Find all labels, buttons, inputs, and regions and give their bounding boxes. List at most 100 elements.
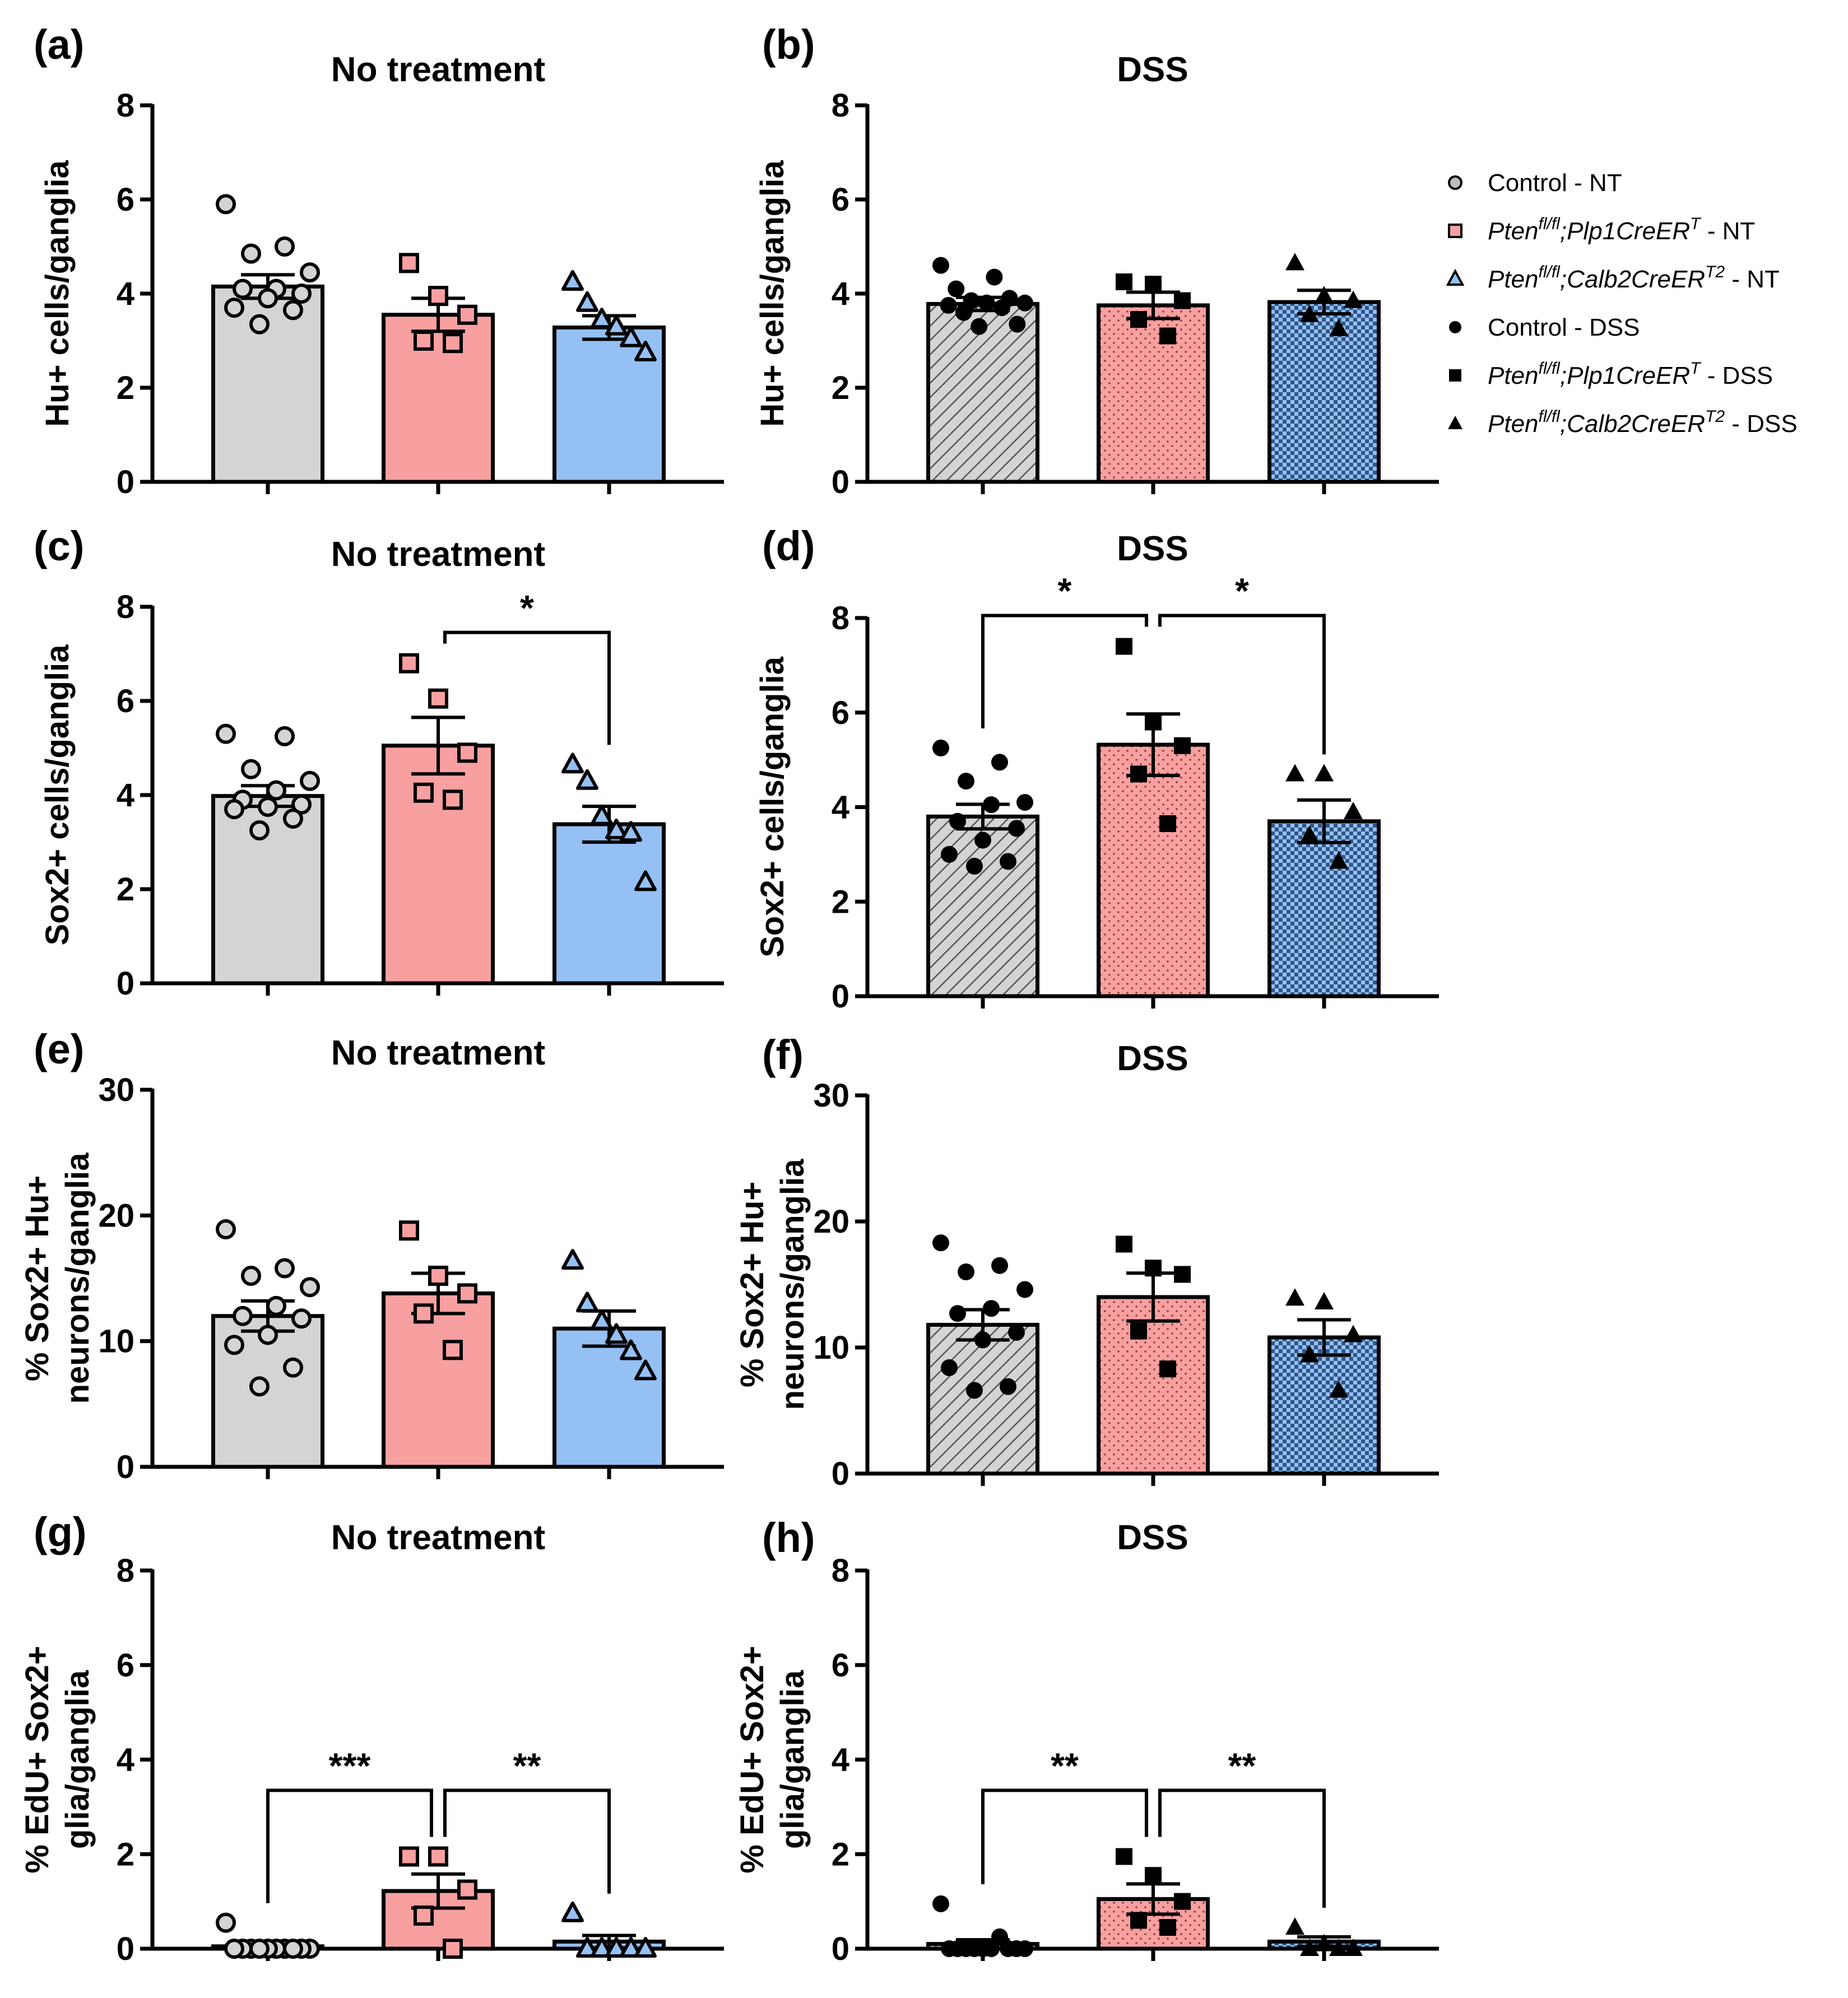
y-tick-label: 4 <box>832 276 849 312</box>
data-point <box>940 297 957 314</box>
data-point <box>591 1309 613 1330</box>
panel-label: (b) <box>762 21 815 68</box>
bar-2 <box>382 744 495 986</box>
significance-bracket <box>443 630 611 745</box>
data-point <box>1145 276 1162 293</box>
y-axis-label-line: glia/ganglia <box>59 1670 96 1849</box>
y-tick-label: 10 <box>98 1323 134 1360</box>
y-axis-label: % Sox2+ Hu+ neurons/ganglia <box>19 1153 96 1404</box>
legend-marker-triangle <box>1446 268 1465 286</box>
data-point <box>932 1895 949 1912</box>
data-point <box>241 1266 261 1286</box>
legend: Control - NT Ptenfl/fl;Plp1CreERT - NT Pte… <box>1446 169 1798 438</box>
y-axis-label-line: neurons/ganglia <box>59 1153 96 1404</box>
data-point <box>1344 1325 1363 1342</box>
y-tick-label: 2 <box>117 370 134 406</box>
data-point <box>1116 638 1132 655</box>
bar-2 <box>382 313 495 484</box>
y-axis-label-line: Hu+ cells/ganglia <box>39 160 76 427</box>
y-tick-label: 0 <box>832 1456 849 1492</box>
data-point <box>216 1219 236 1240</box>
data-point <box>1300 304 1319 322</box>
panel-g: (g) No treatment % EdU+ Sox2+ glia/ganglia 0… <box>19 1509 724 1967</box>
data-point <box>974 1331 991 1349</box>
y-tick-label: 8 <box>832 1553 849 1589</box>
data-point <box>620 1937 642 1958</box>
data-point <box>1174 292 1191 309</box>
panel-b: (b) DSS Hu+ cells/ganglia 0 2 4 6 8 <box>754 21 1439 500</box>
y-tick-label: 4 <box>117 1742 134 1778</box>
significance-label: * <box>1235 571 1249 611</box>
legend-label: Ptenfl/fl;Plp1CreERT - NT <box>1488 215 1755 245</box>
data-point <box>949 1305 966 1322</box>
legend-label-part: T <box>1690 215 1702 233</box>
data-point <box>283 1357 303 1378</box>
panel-title: DSS <box>1117 529 1188 568</box>
data-point <box>1008 820 1025 837</box>
data-point <box>1174 1266 1191 1283</box>
data-point <box>576 291 598 312</box>
data-point <box>275 1258 295 1279</box>
legend-label-part: Pten <box>1488 410 1539 438</box>
data-point <box>258 797 278 817</box>
data-point <box>634 870 657 891</box>
y-tick-label: 10 <box>813 1330 849 1366</box>
data-point <box>399 653 419 673</box>
data-point <box>561 1249 584 1270</box>
y-tick-label: 8 <box>117 1553 134 1589</box>
data-point <box>1009 315 1026 333</box>
y-tick-label: 4 <box>832 789 849 826</box>
data-point <box>457 304 477 325</box>
panel-label: (a) <box>34 21 84 68</box>
data-point <box>986 268 1003 286</box>
legend-item: Ptenfl/fl;Plp1CreERT - DSS <box>1449 359 1773 389</box>
panel-f: (f) DSS % Sox2+ Hu+ neurons/ganglia 0 10 20 30 <box>734 1031 1439 1492</box>
legend-label-part: Control - DSS <box>1488 314 1640 341</box>
panel-label: (c) <box>34 523 84 569</box>
y-tick-label: 8 <box>117 589 134 625</box>
data-point <box>443 1340 463 1360</box>
data-point <box>249 314 270 334</box>
data-point <box>300 770 320 791</box>
data-point <box>932 257 949 274</box>
y-axis-label-line: Hu+ cells/ganglia <box>754 160 791 427</box>
y-tick-label: 8 <box>117 87 134 124</box>
panel-h: (h) DSS % EdU+ Sox2+ glia/ganglia 0 2 4 6 8 ** ** <box>734 1514 1439 1967</box>
bar-2 <box>1097 742 1210 998</box>
y-tick-label: 20 <box>813 1204 849 1240</box>
bar-3 <box>552 1326 666 1469</box>
data-point <box>1159 815 1176 833</box>
legend-label-part: ;Plp1CreER <box>1560 362 1690 389</box>
data-point <box>233 1305 253 1326</box>
y-tick-label: 20 <box>98 1197 134 1234</box>
y-tick-label: 2 <box>117 1836 134 1872</box>
legend-item: Ptenfl/fl;Calb2CreERT2 - NT <box>1446 263 1780 293</box>
data-point <box>443 333 463 354</box>
y-axis-label: Hu+ cells/ganglia <box>39 160 76 427</box>
data-point <box>241 759 261 779</box>
data-point <box>561 270 584 291</box>
data-point <box>399 253 419 273</box>
data-point <box>258 288 278 309</box>
panel-title: No treatment <box>331 535 545 574</box>
data-point <box>1000 1940 1016 1957</box>
data-point <box>1329 1939 1348 1956</box>
y-axis-label-line: Sox2+ cells/ganglia <box>39 644 76 945</box>
legend-label-part: Pten <box>1488 266 1539 293</box>
y-tick-label: 4 <box>832 1742 849 1778</box>
y-tick-label: 0 <box>117 1449 134 1485</box>
data-point <box>414 331 434 351</box>
bar-2 <box>1097 303 1210 484</box>
significance-label: * <box>1058 571 1072 611</box>
data-point <box>283 300 303 320</box>
data-point <box>576 1291 598 1313</box>
legend-label-part: fl/fl <box>1539 263 1561 281</box>
legend-label-part: fl/fl <box>1539 215 1561 233</box>
data-point <box>1285 1288 1304 1306</box>
data-point <box>216 723 236 744</box>
data-point <box>1329 319 1348 336</box>
legend-label: Control - NT <box>1488 169 1622 197</box>
legend-item: Ptenfl/fl;Plp1CreERT - NT <box>1448 215 1755 245</box>
data-point <box>457 1879 477 1900</box>
